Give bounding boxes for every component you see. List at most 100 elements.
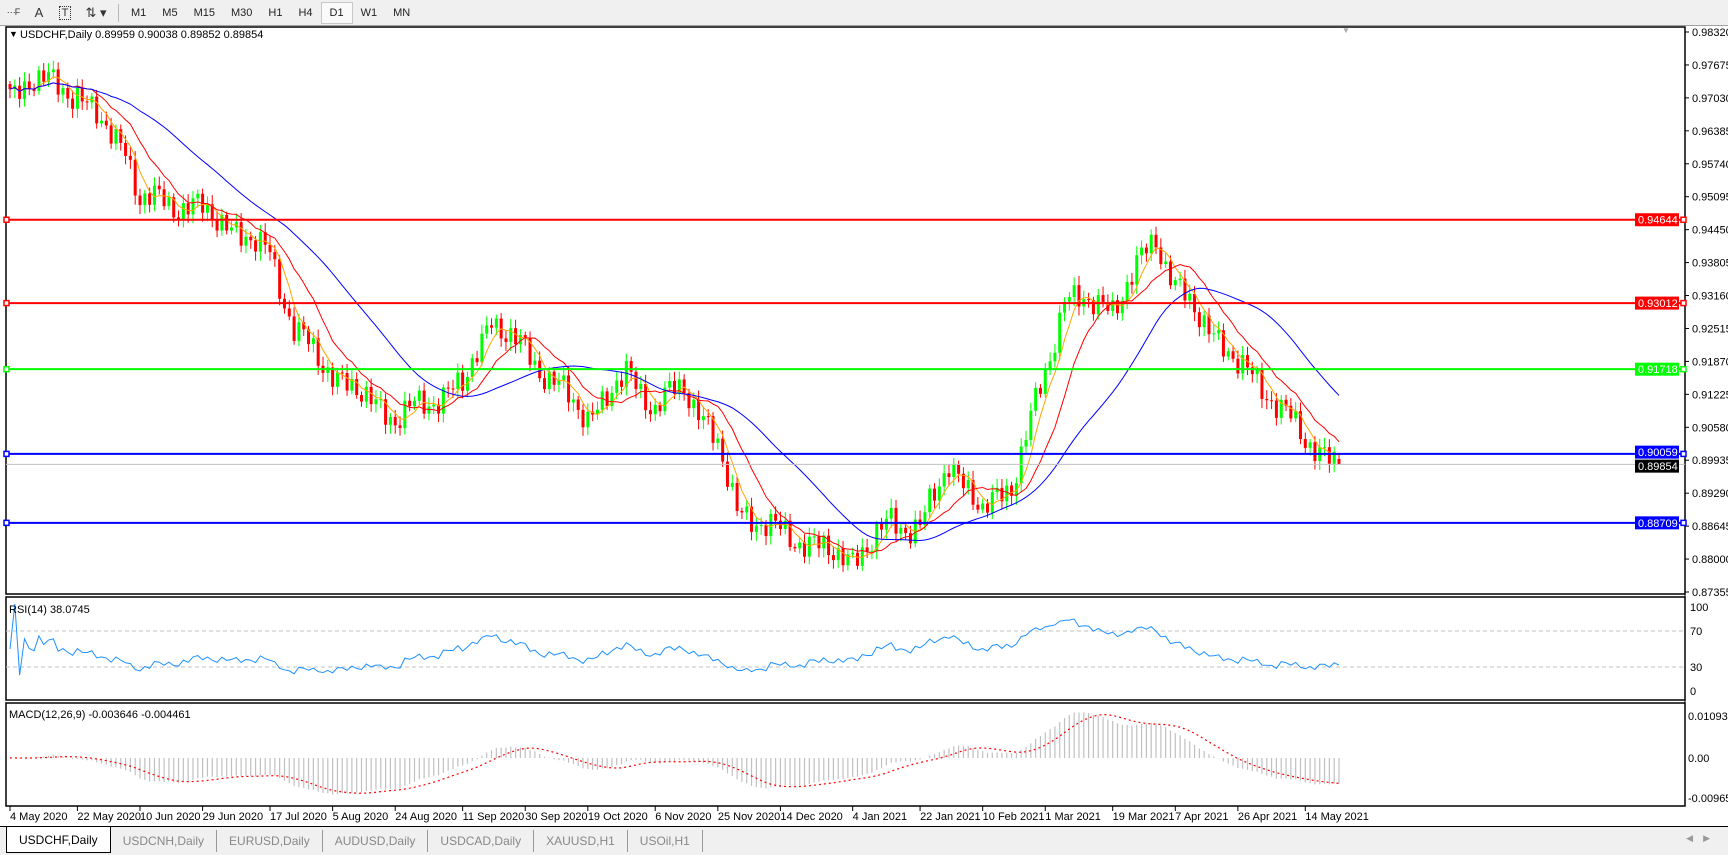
candle-body bbox=[1231, 351, 1235, 359]
candle-body bbox=[1106, 303, 1110, 312]
candle-body bbox=[610, 392, 614, 407]
candle bbox=[1111, 292, 1115, 317]
level-handle[interactable] bbox=[1680, 450, 1687, 458]
candle bbox=[152, 177, 156, 212]
shift-marker-icon[interactable]: ▼ bbox=[1342, 26, 1350, 35]
period-separator-icon[interactable]: ⋯F bbox=[6, 7, 21, 17]
level-handle[interactable] bbox=[3, 216, 10, 223]
tab-xauusd-h1[interactable]: XAUUSD,H1 bbox=[534, 830, 628, 852]
timeframe-mn[interactable]: MN bbox=[393, 6, 411, 19]
tab-eurusd-daily[interactable]: EURUSD,Daily bbox=[217, 830, 323, 852]
candle-body bbox=[1053, 352, 1057, 362]
candle-body bbox=[490, 325, 494, 328]
candle-body bbox=[567, 375, 571, 403]
candle bbox=[610, 385, 614, 412]
candle bbox=[1308, 439, 1312, 456]
time-axis-label: 25 Nov 2020 bbox=[718, 811, 780, 823]
candle bbox=[716, 433, 720, 450]
candle bbox=[740, 507, 744, 519]
candle bbox=[947, 464, 951, 487]
candle bbox=[205, 196, 209, 222]
candle-body bbox=[764, 524, 768, 537]
tab-scroll-arrows-icon[interactable]: ◀▶ bbox=[1686, 833, 1720, 843]
candle-body bbox=[571, 399, 575, 403]
candle bbox=[18, 77, 22, 108]
candle-body bbox=[1308, 442, 1312, 448]
level-price-badge bbox=[1635, 516, 1679, 530]
level-handle[interactable] bbox=[1680, 365, 1687, 373]
timeframe-d1[interactable]: D1 bbox=[320, 1, 353, 24]
candle-body bbox=[311, 338, 315, 345]
candle bbox=[196, 189, 200, 208]
candle-body bbox=[1111, 300, 1115, 312]
text-label-icon[interactable]: T bbox=[52, 2, 78, 24]
candle-body bbox=[933, 488, 937, 501]
candle bbox=[37, 66, 41, 95]
candle bbox=[1144, 243, 1148, 262]
price-axis-label: 0.94450 bbox=[1692, 225, 1728, 237]
candle bbox=[831, 546, 835, 569]
candle-body bbox=[1207, 315, 1211, 335]
timeframe-m5[interactable]: M5 bbox=[162, 6, 178, 19]
candle-body bbox=[403, 400, 407, 428]
candle bbox=[1241, 345, 1245, 380]
candle bbox=[557, 372, 561, 393]
candle bbox=[595, 401, 599, 420]
candle-body bbox=[620, 380, 624, 387]
tab-usdcad-daily[interactable]: USDCAD,Daily bbox=[428, 830, 535, 852]
candle bbox=[42, 63, 46, 86]
candle-body bbox=[51, 69, 55, 73]
candle-body bbox=[215, 219, 219, 231]
candle bbox=[355, 372, 359, 399]
candle bbox=[364, 380, 368, 409]
candle bbox=[408, 393, 412, 412]
candle bbox=[793, 543, 797, 553]
candle-body bbox=[37, 70, 41, 91]
tab-usdchf-daily[interactable]: USDCHF,Daily bbox=[6, 827, 111, 853]
level-handle[interactable] bbox=[3, 299, 10, 307]
candle-body bbox=[716, 438, 720, 443]
candle-body bbox=[340, 372, 344, 374]
timeframe-h4[interactable]: H4 bbox=[298, 6, 313, 19]
candle-body bbox=[870, 550, 874, 552]
arrows-icon[interactable]: ⇅ ▾ bbox=[85, 4, 107, 20]
level-handle[interactable] bbox=[3, 450, 10, 458]
candle bbox=[552, 366, 556, 392]
candle-body bbox=[1072, 285, 1076, 298]
candle bbox=[230, 221, 233, 235]
candle bbox=[1226, 347, 1230, 361]
timeframe-m1[interactable]: M1 bbox=[131, 6, 147, 19]
tab-usoil-h1[interactable]: USOil,H1 bbox=[628, 830, 703, 852]
timeframe-m30[interactable]: M30 bbox=[230, 6, 253, 19]
timeframe-m15[interactable]: M15 bbox=[193, 6, 215, 19]
tab-usdcnh-daily[interactable]: USDCNH,Daily bbox=[111, 830, 218, 852]
level-handle[interactable] bbox=[1680, 299, 1687, 307]
candle bbox=[668, 372, 672, 392]
text-icon[interactable]: A bbox=[34, 5, 44, 20]
candle bbox=[186, 194, 190, 223]
candle bbox=[1197, 307, 1201, 337]
level-handle[interactable] bbox=[3, 519, 10, 527]
candle-body bbox=[177, 217, 181, 220]
tab-audusd-daily[interactable]: AUDUSD,Daily bbox=[323, 830, 429, 852]
candle bbox=[1077, 275, 1081, 316]
candle-body bbox=[687, 393, 691, 409]
level-handle[interactable] bbox=[3, 365, 10, 373]
level-handle[interactable] bbox=[1680, 519, 1687, 527]
level-handle[interactable] bbox=[1680, 216, 1687, 223]
candle-body bbox=[1279, 399, 1283, 418]
candle-body bbox=[167, 197, 171, 207]
candle-body bbox=[981, 503, 985, 510]
candle bbox=[1164, 252, 1168, 268]
candle-body bbox=[1116, 300, 1119, 314]
candle-body bbox=[605, 391, 609, 407]
level-price-badge bbox=[1635, 445, 1679, 459]
timeframe-h1[interactable]: H1 bbox=[268, 6, 283, 19]
timeframe-w1[interactable]: W1 bbox=[360, 6, 378, 19]
level-price-badge bbox=[1635, 362, 1679, 376]
macd-axis-label: 0.00 bbox=[1688, 753, 1709, 765]
candle-body bbox=[523, 335, 527, 339]
legend-collapse-icon[interactable]: ▼ bbox=[9, 29, 18, 39]
candle bbox=[302, 316, 306, 336]
